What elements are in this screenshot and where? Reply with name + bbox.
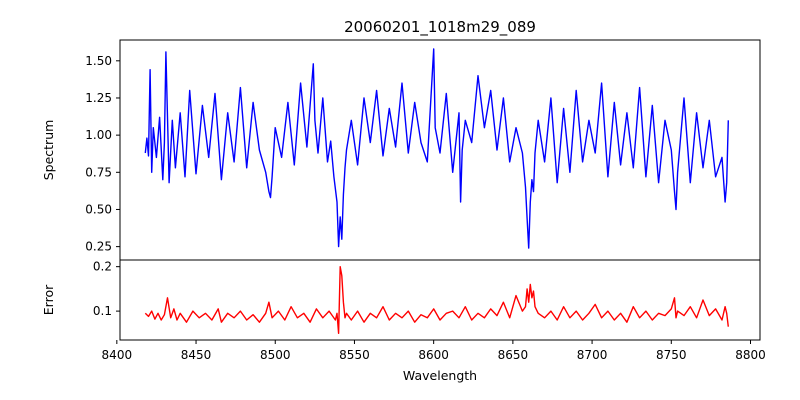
spectrum-ylabel: Spectrum bbox=[41, 120, 56, 181]
error-series-line bbox=[144, 266, 729, 334]
spectrum-ytick-label: 0.50 bbox=[85, 202, 112, 216]
spectrum-ytick-label: 1.25 bbox=[85, 91, 112, 105]
spectrum-panel: 0.25 0.50 0.75 1.00 1.25 1.50 Spectrum bbox=[41, 39, 761, 261]
error-axes-frame bbox=[119, 259, 761, 341]
chart-title: 20060201_1018m29_089 bbox=[344, 18, 536, 37]
xtick-label: 8400 bbox=[102, 348, 133, 362]
error-ytick-label: 0.2 bbox=[93, 260, 112, 274]
error-plot-area bbox=[120, 260, 760, 340]
error-ylabel: Error bbox=[41, 284, 56, 315]
xtick-label: 8500 bbox=[260, 348, 291, 362]
spectrum-series-line bbox=[144, 48, 729, 249]
error-ytick-label: 0.1 bbox=[93, 304, 112, 318]
xtick-label: 8750 bbox=[656, 348, 687, 362]
error-panel: 0.1 0.2 8400 8450 8500 8550 8600 8650 8700 8750 8… bbox=[41, 259, 766, 362]
xtick-label: 8550 bbox=[339, 348, 370, 362]
xtick-label: 8800 bbox=[735, 348, 766, 362]
spectrum-ytick-label: 1.00 bbox=[85, 128, 112, 142]
spectrum-ytick-label: 0.25 bbox=[85, 240, 112, 254]
xtick-label: 8650 bbox=[498, 348, 529, 362]
spectrum-ytick-label: 1.50 bbox=[85, 54, 112, 68]
xtick-label: 8600 bbox=[418, 348, 449, 362]
x-axis-label: Wavelength bbox=[403, 368, 477, 383]
xtick-label: 8450 bbox=[181, 348, 212, 362]
xtick-label: 8700 bbox=[577, 348, 608, 362]
spectrum-ytick-label: 0.75 bbox=[85, 165, 112, 179]
